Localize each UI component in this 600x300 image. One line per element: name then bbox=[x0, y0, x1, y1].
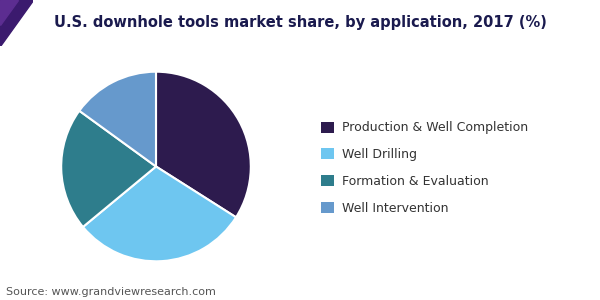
Text: U.S. downhole tools market share, by application, 2017 (%): U.S. downhole tools market share, by app… bbox=[53, 15, 547, 30]
Polygon shape bbox=[0, 0, 18, 25]
Polygon shape bbox=[0, 0, 33, 46]
Text: Source: www.grandviewresearch.com: Source: www.grandviewresearch.com bbox=[6, 287, 216, 297]
Wedge shape bbox=[79, 72, 156, 166]
Wedge shape bbox=[83, 167, 236, 261]
Legend: Production & Well Completion, Well Drilling, Formation & Evaluation, Well Interv: Production & Well Completion, Well Drill… bbox=[321, 122, 529, 214]
Wedge shape bbox=[156, 72, 251, 217]
Wedge shape bbox=[61, 111, 156, 227]
